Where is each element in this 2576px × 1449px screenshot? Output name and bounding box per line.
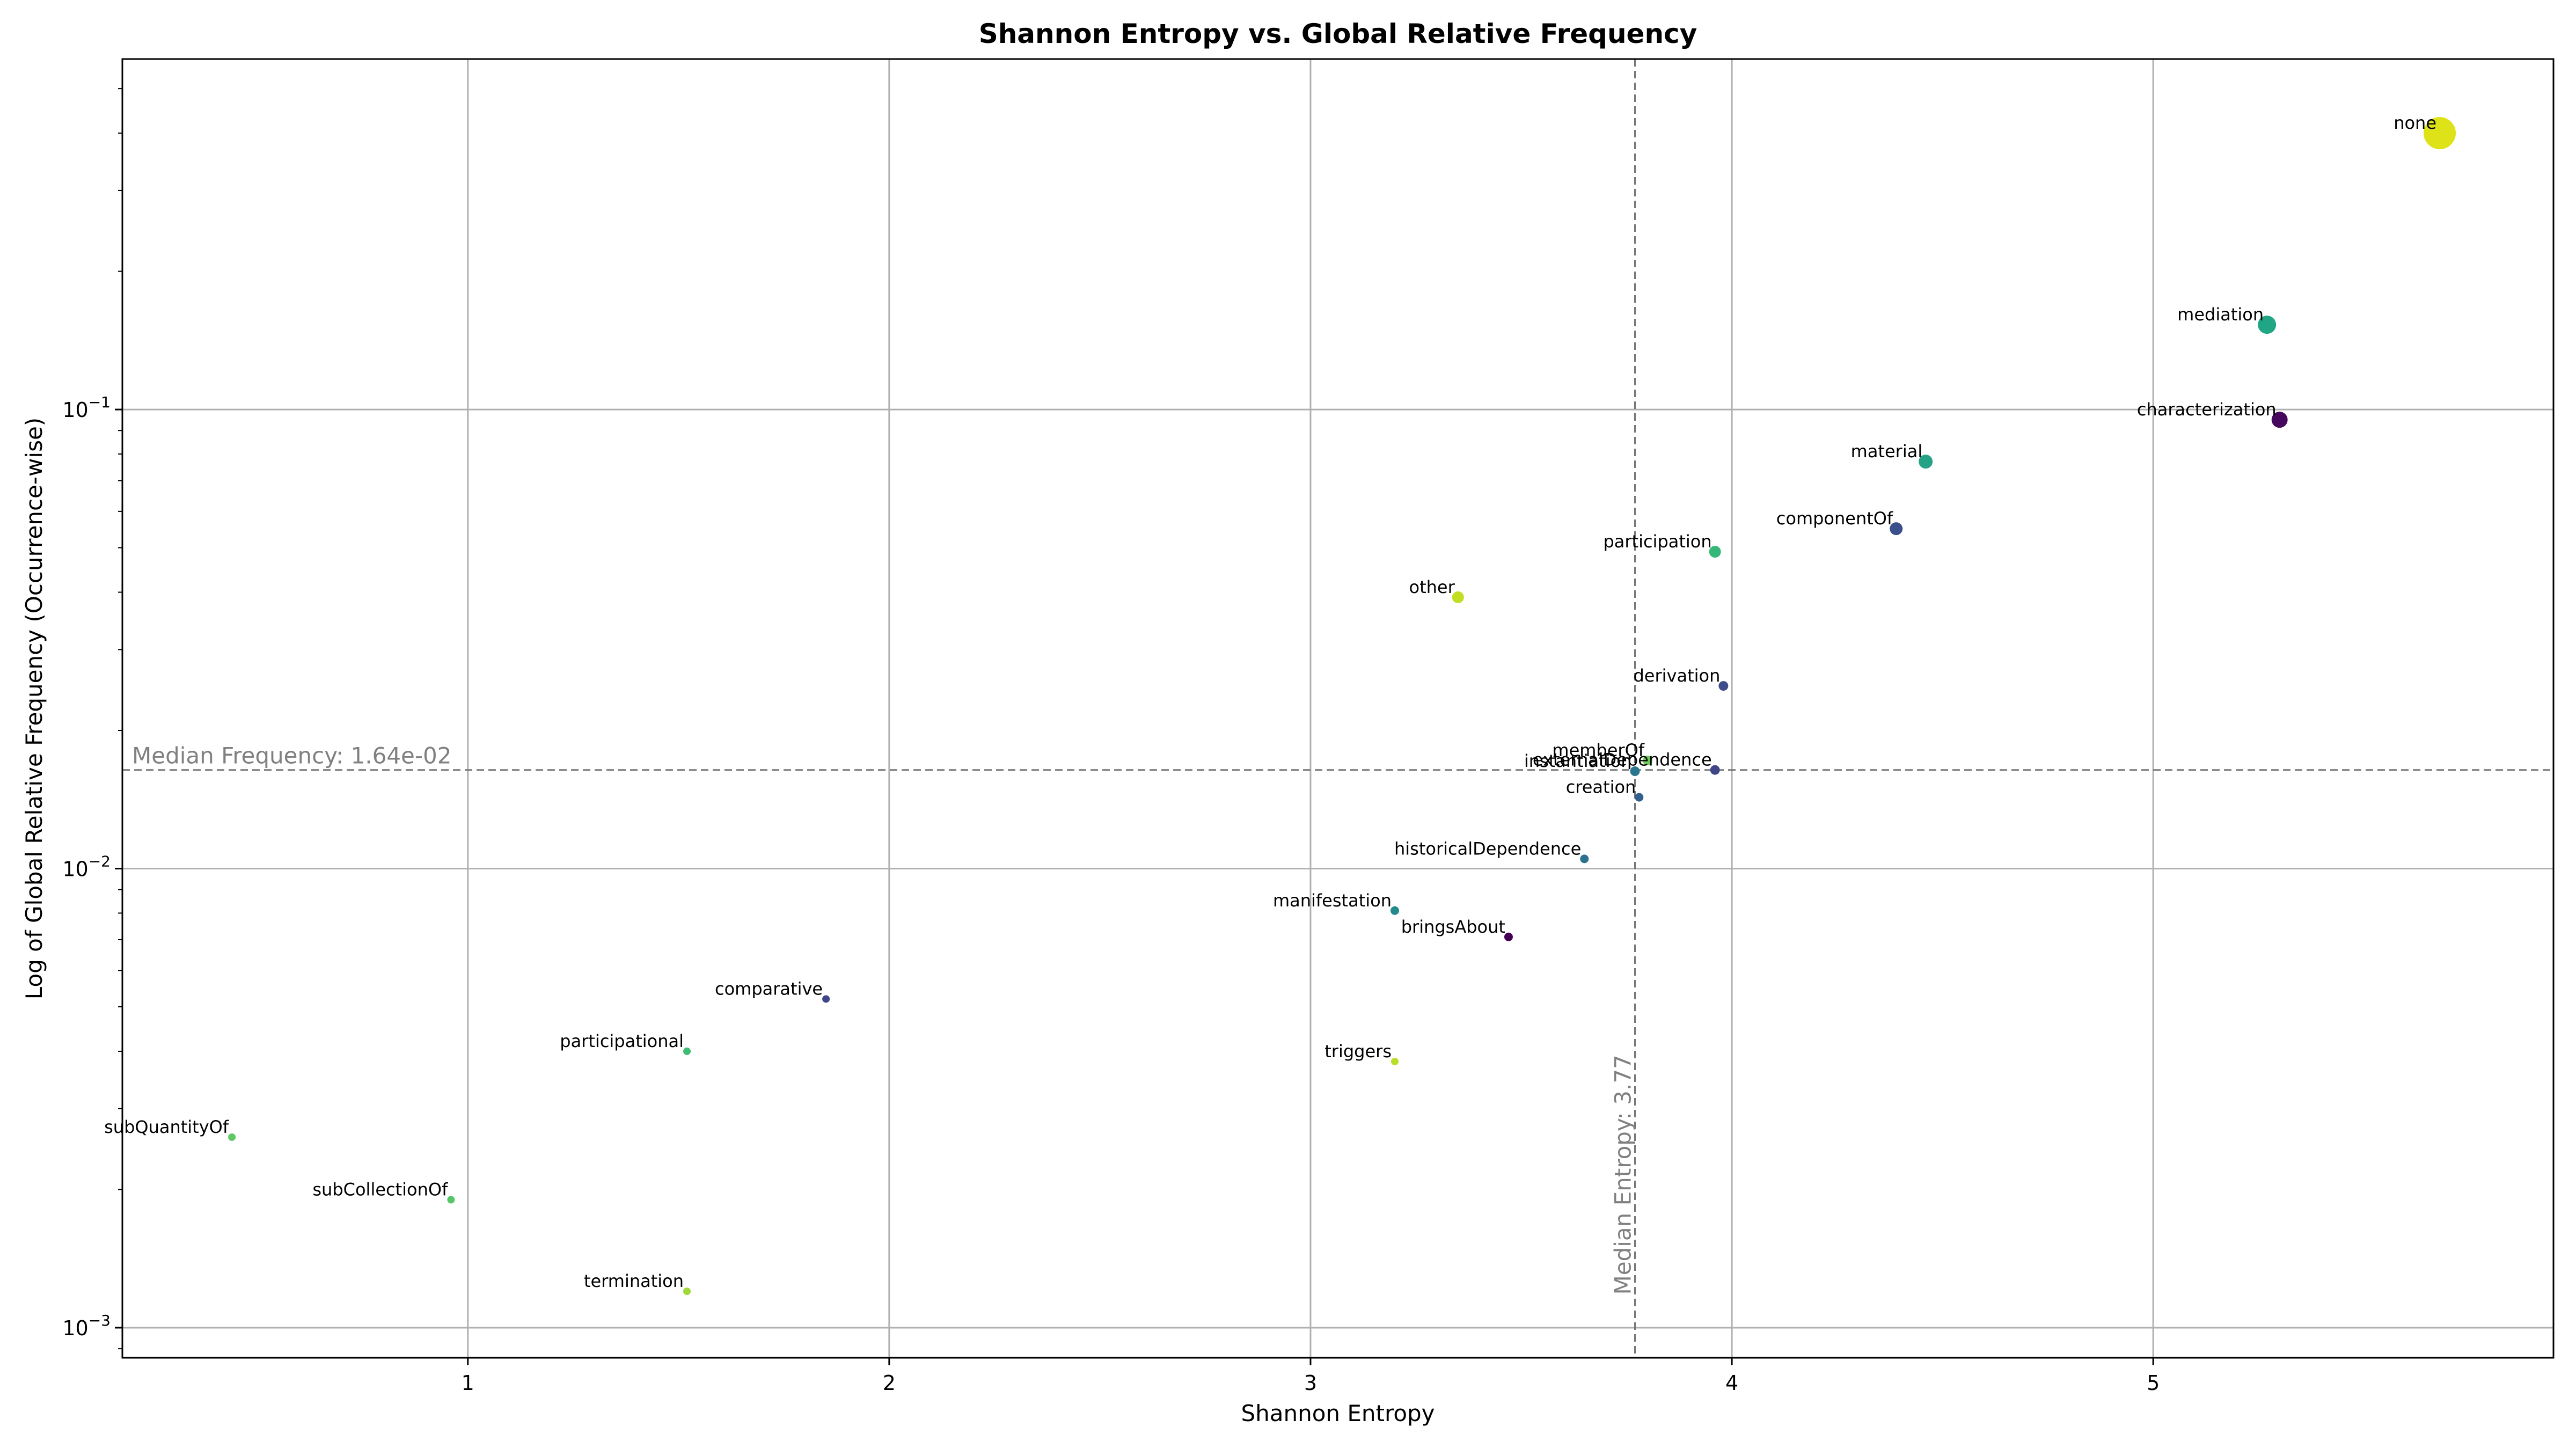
data-point xyxy=(2271,412,2288,428)
plot-frame xyxy=(121,58,2555,1359)
y-tick-label: 10−2 xyxy=(62,853,111,881)
data-point xyxy=(1919,455,1933,469)
y-tick-label: 10−3 xyxy=(62,1312,111,1340)
point-label: none xyxy=(2394,113,2436,133)
point-label: mediation xyxy=(2177,304,2264,325)
point-label: manifestation xyxy=(1273,890,1392,911)
median-entropy-label: Median Entropy: 3.77 xyxy=(1609,1055,1636,1294)
point-label: subQuantityOf xyxy=(104,1117,229,1137)
point-label: material xyxy=(1851,441,1923,462)
data-point xyxy=(1391,1057,1399,1065)
data-point xyxy=(1630,766,1640,777)
point-label: instantiation xyxy=(1524,751,1632,771)
y-tick-label: 10−1 xyxy=(62,393,111,422)
data-point xyxy=(1710,765,1720,775)
y-axis-label: Log of Global Relative Frequency (Occurr… xyxy=(21,418,47,999)
data-point xyxy=(1504,932,1513,941)
x-tick-label: 2 xyxy=(883,1371,896,1395)
median-frequency-label: Median Frequency: 1.64e-02 xyxy=(132,743,452,769)
data-point xyxy=(2424,117,2456,150)
data-point xyxy=(1452,591,1464,603)
data-point xyxy=(447,1196,455,1204)
median-lines: Median Frequency: 1.64e-02 Median Entropy… xyxy=(122,59,2553,1358)
chart-title: Shannon Entropy vs. Global Relative Freq… xyxy=(979,18,1697,49)
data-point xyxy=(683,1287,691,1296)
data-point xyxy=(1390,906,1399,915)
point-label: derivation xyxy=(1633,665,1720,686)
x-tick-label: 4 xyxy=(1725,1371,1738,1395)
point-label: characterization xyxy=(2137,399,2277,420)
grid xyxy=(122,59,2553,1358)
y-axis-ticks: 10−3 10−2 10−1 xyxy=(62,88,122,1350)
point-label: other xyxy=(1409,577,1455,597)
data-point xyxy=(1635,793,1644,802)
point-label: bringsAbout xyxy=(1401,917,1505,937)
point-label: externalDependence xyxy=(1533,750,1712,770)
point-label: termination xyxy=(584,1271,684,1291)
x-tick-label: 3 xyxy=(1304,1371,1317,1395)
data-point xyxy=(1580,854,1589,863)
data-point xyxy=(2258,316,2277,334)
point-label: participation xyxy=(1603,531,1711,552)
data-point xyxy=(1718,681,1729,691)
point-labels: none mediation characterization material com… xyxy=(104,113,2436,1291)
data-point xyxy=(228,1133,236,1141)
point-label: triggers xyxy=(1324,1041,1392,1062)
point-label: creation xyxy=(1566,777,1636,797)
data-point xyxy=(683,1047,691,1055)
point-label: subCollectionOf xyxy=(312,1180,448,1200)
x-axis-label: Shannon Entropy xyxy=(1241,1400,1435,1426)
x-tick-label: 5 xyxy=(2147,1371,2160,1395)
x-tick-label: 1 xyxy=(462,1371,474,1395)
point-label: participational xyxy=(560,1031,684,1051)
data-points xyxy=(228,117,2456,1296)
data-point xyxy=(1643,756,1653,766)
data-point xyxy=(1709,546,1721,558)
point-label: historicalDependence xyxy=(1394,838,1581,859)
data-point xyxy=(822,995,830,1003)
data-point xyxy=(1890,522,1903,536)
point-label: componentOf xyxy=(1776,508,1893,529)
point-label: comparative xyxy=(715,978,823,999)
x-axis-ticks: 1 2 3 4 5 xyxy=(462,1358,2160,1395)
point-label: memberOf xyxy=(1552,740,1644,760)
